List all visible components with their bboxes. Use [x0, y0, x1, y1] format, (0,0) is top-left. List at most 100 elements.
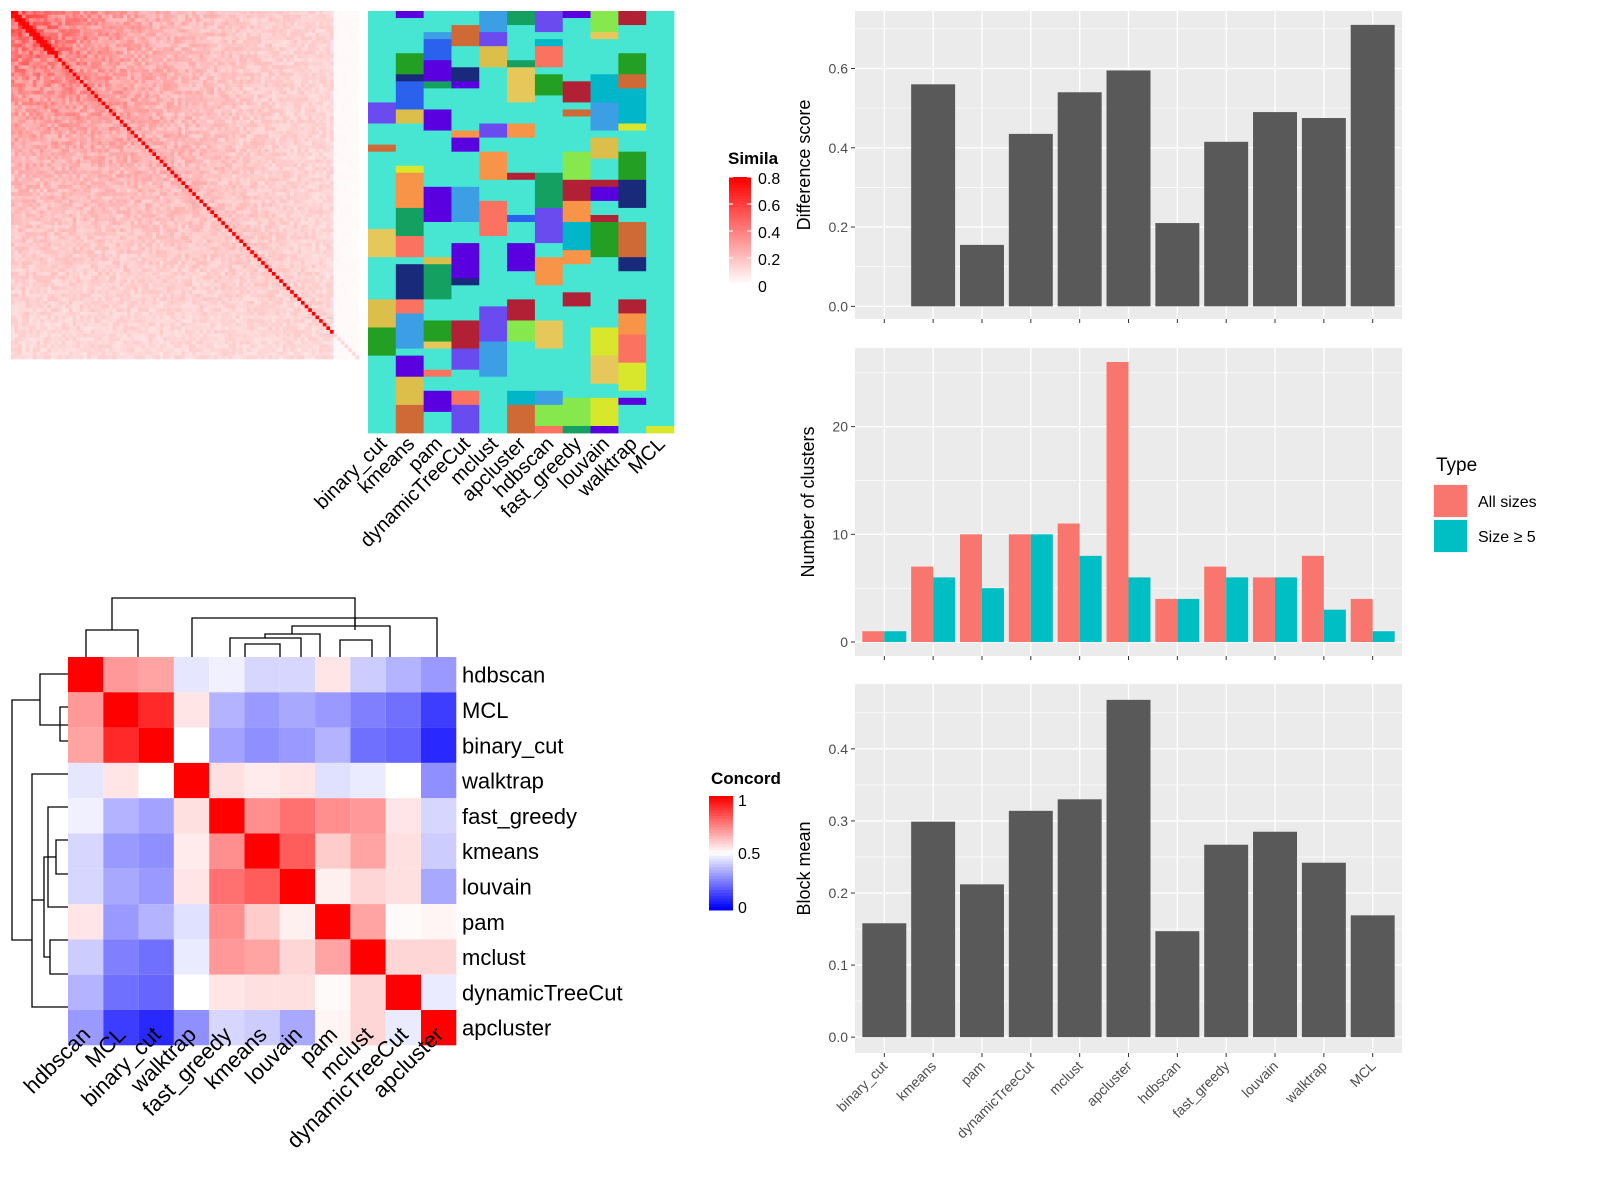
similarity-cell	[340, 112, 345, 117]
similarity-cell	[108, 21, 113, 26]
similarity-cell	[250, 105, 255, 110]
similarity-cell	[170, 87, 175, 92]
similarity-cell	[203, 123, 208, 128]
similarity-cell	[330, 83, 334, 88]
similarity-cell	[351, 61, 356, 66]
similarity-cell	[61, 32, 66, 37]
similarity-cell	[330, 18, 334, 23]
similarity-cell	[18, 177, 23, 182]
similarity-cell	[25, 58, 30, 63]
similarity-cell	[108, 25, 113, 30]
similarity-cell	[232, 32, 237, 37]
similarity-cell	[61, 145, 66, 150]
similarity-cell	[101, 36, 106, 41]
similarity-cell	[330, 181, 334, 186]
similarity-cell	[185, 14, 189, 19]
similarity-cell	[257, 112, 262, 117]
similarity-cell	[134, 185, 139, 189]
similarity-cell	[188, 65, 193, 70]
similarity-cell	[192, 134, 197, 139]
similarity-cell	[188, 94, 193, 99]
similarity-cell	[228, 159, 233, 164]
similarity-cell	[18, 65, 23, 70]
similarity-cell	[32, 137, 37, 142]
similarity-cell	[76, 29, 81, 34]
similarity-cell	[105, 195, 110, 200]
similarity-cell	[25, 83, 30, 88]
similarity-cell	[123, 188, 128, 193]
similarity-cell	[319, 83, 324, 88]
similarity-cell	[243, 58, 247, 63]
similarity-cell	[69, 192, 73, 197]
similarity-cell	[29, 174, 34, 179]
similarity-cell	[87, 181, 92, 186]
similarity-cell	[330, 116, 334, 121]
similarity-cell	[203, 79, 208, 84]
similarity-cell	[21, 112, 26, 117]
similarity-cell	[170, 25, 175, 30]
similarity-cell	[134, 32, 139, 37]
similarity-cell	[72, 116, 77, 121]
similarity-cell	[141, 195, 146, 200]
similarity-cell	[11, 166, 15, 171]
similarity-cell	[116, 188, 121, 193]
similarity-cell	[61, 112, 66, 117]
similarity-cell	[156, 32, 160, 37]
similarity-cell	[76, 148, 81, 153]
similarity-cell	[337, 170, 342, 175]
similarity-cell	[43, 185, 48, 189]
similarity-cell	[261, 36, 266, 41]
similarity-cell	[224, 116, 229, 121]
similarity-cell	[65, 72, 70, 77]
similarity-cell	[268, 90, 273, 95]
similarity-cell	[90, 79, 95, 84]
similarity-cell	[188, 14, 193, 19]
similarity-cell	[156, 61, 160, 66]
similarity-cell	[166, 18, 171, 23]
similarity-cell	[315, 47, 320, 52]
similarity-cell	[127, 61, 131, 66]
similarity-cell	[14, 79, 19, 84]
similarity-cell	[311, 25, 316, 30]
similarity-cell	[319, 181, 324, 186]
similarity-cell	[214, 25, 218, 30]
similarity-cell	[188, 170, 193, 175]
similarity-cell	[76, 152, 81, 157]
similarity-cell	[214, 177, 218, 182]
similarity-cell	[315, 25, 320, 30]
similarity-cell	[199, 36, 204, 41]
similarity-cell	[286, 159, 291, 164]
similarity-cell	[159, 65, 164, 70]
similarity-cell	[127, 163, 131, 168]
similarity-cell	[156, 159, 160, 164]
similarity-cell	[203, 87, 208, 92]
similarity-cell	[36, 185, 41, 189]
similarity-cell	[264, 181, 269, 186]
similarity-cell	[72, 69, 77, 73]
similarity-cell	[235, 29, 240, 34]
similarity-cell	[355, 148, 360, 153]
similarity-cell	[239, 79, 244, 84]
similarity-cell	[112, 148, 117, 153]
similarity-cell	[163, 119, 168, 124]
similarity-cell	[127, 43, 131, 48]
similarity-cell	[166, 47, 171, 52]
similarity-cell	[21, 195, 26, 200]
similarity-cell	[163, 137, 168, 142]
similarity-cell	[159, 87, 164, 92]
similarity-cell	[326, 130, 331, 135]
similarity-cell	[177, 145, 182, 150]
similarity-cell	[253, 148, 258, 153]
similarity-cell	[108, 29, 113, 34]
similarity-cell	[134, 105, 139, 110]
similarity-cell	[253, 61, 258, 66]
similarity-cell	[239, 112, 244, 117]
similarity-cell	[79, 87, 84, 92]
similarity-cell	[337, 159, 342, 164]
similarity-cell	[257, 123, 262, 128]
similarity-cell	[123, 181, 128, 186]
similarity-cell	[340, 159, 345, 164]
similarity-cell	[188, 195, 193, 200]
similarity-cell	[355, 32, 360, 37]
similarity-cell	[340, 69, 345, 73]
